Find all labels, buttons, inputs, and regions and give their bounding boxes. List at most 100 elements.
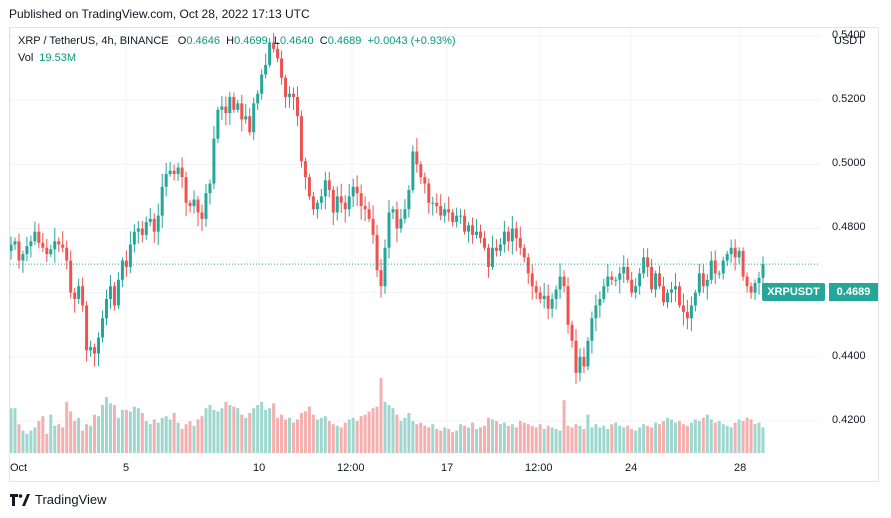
candle-body bbox=[403, 209, 407, 219]
volume-bar bbox=[256, 405, 260, 453]
candle-body bbox=[343, 202, 347, 210]
price-tick-label: 0.4800 bbox=[832, 221, 866, 234]
volume-bar bbox=[713, 422, 717, 453]
candle-body bbox=[168, 170, 172, 174]
published-caption: Published on TradingView.com, Oct 28, 20… bbox=[9, 7, 310, 21]
volume-bar bbox=[482, 425, 486, 453]
candle-body bbox=[216, 109, 220, 139]
candle-body bbox=[323, 180, 327, 197]
volume-bar bbox=[411, 421, 415, 453]
price-tick-label: 0.5200 bbox=[832, 93, 866, 106]
volume-bar bbox=[673, 422, 677, 453]
candle-body bbox=[439, 206, 443, 216]
volume-bar bbox=[407, 413, 411, 453]
volume-bar bbox=[216, 411, 220, 453]
candle-body bbox=[248, 116, 252, 133]
volume-bar bbox=[709, 419, 713, 453]
volume-bar bbox=[232, 406, 236, 453]
candle-body bbox=[753, 283, 757, 293]
volume-bar bbox=[542, 429, 546, 453]
candle-body bbox=[25, 246, 29, 255]
volume-bar bbox=[148, 424, 152, 453]
volume-bar bbox=[459, 424, 463, 453]
candle-body bbox=[13, 241, 17, 245]
volume-bar bbox=[526, 424, 530, 453]
volume-bar bbox=[319, 417, 323, 453]
volume-bar bbox=[295, 419, 299, 453]
time-tick-label: 12:00 bbox=[525, 462, 553, 474]
candle-body bbox=[419, 164, 423, 178]
candle-body bbox=[128, 244, 132, 267]
volume-bar bbox=[240, 414, 244, 453]
volume-bar bbox=[582, 429, 586, 453]
candle-body bbox=[268, 42, 272, 65]
candle-body bbox=[319, 196, 323, 203]
volume-bar bbox=[745, 417, 749, 453]
candle-body bbox=[602, 286, 606, 300]
time-tick-label: 5 bbox=[123, 462, 130, 474]
volume-bar bbox=[77, 417, 81, 453]
volume-bar bbox=[546, 425, 550, 453]
volume-bar bbox=[514, 427, 518, 453]
candle-body bbox=[562, 276, 566, 287]
candle-body bbox=[339, 196, 343, 203]
volume-bar bbox=[49, 414, 53, 453]
volume-bar bbox=[463, 425, 467, 453]
volume-bar bbox=[327, 421, 331, 453]
volume-bar bbox=[741, 421, 745, 453]
volume-bar bbox=[646, 425, 650, 453]
volume-bar bbox=[124, 409, 128, 453]
price-tick-label: 0.5400 bbox=[832, 29, 866, 42]
volume-bar bbox=[590, 427, 594, 453]
candle-body bbox=[737, 250, 741, 258]
candle-body bbox=[132, 231, 136, 245]
candle-body bbox=[455, 215, 459, 223]
volume-bar bbox=[116, 417, 120, 453]
candle-body bbox=[502, 231, 506, 245]
candle-body bbox=[729, 247, 733, 255]
candle-body bbox=[681, 305, 685, 312]
candle-body bbox=[705, 279, 709, 287]
volume-bar bbox=[602, 425, 606, 453]
volume-bar bbox=[196, 419, 200, 453]
volume-bar bbox=[152, 419, 156, 453]
volume-bar bbox=[471, 422, 475, 453]
volume-bar bbox=[172, 413, 176, 453]
open-label: O bbox=[177, 35, 187, 47]
candle-body bbox=[642, 257, 646, 274]
candle-body bbox=[276, 48, 280, 59]
close-value: 0.4689 bbox=[327, 35, 362, 47]
candle-body bbox=[411, 151, 415, 190]
candle-body bbox=[61, 244, 65, 248]
candle-body bbox=[745, 276, 749, 287]
candle-body bbox=[148, 218, 152, 223]
candle-body bbox=[315, 202, 319, 210]
candle-body bbox=[666, 292, 670, 303]
candlestick-chart[interactable] bbox=[10, 28, 878, 481]
volume-value: 19.53M bbox=[39, 52, 76, 64]
candle-body bbox=[295, 96, 299, 117]
volume-bar bbox=[128, 411, 132, 453]
volume-bar bbox=[112, 405, 116, 453]
volume-bar bbox=[236, 408, 240, 453]
volume-bar bbox=[264, 409, 268, 453]
volume-bar bbox=[419, 422, 423, 453]
volume-bar bbox=[101, 405, 105, 453]
candle-body bbox=[733, 247, 737, 258]
volume-bar bbox=[375, 406, 379, 453]
volume-bar bbox=[208, 405, 212, 453]
candle-body bbox=[73, 292, 77, 300]
volume-bar bbox=[689, 422, 693, 453]
low-value: 0.4640 bbox=[279, 35, 314, 47]
volume-bar bbox=[614, 422, 618, 453]
candle-body bbox=[104, 299, 108, 319]
volume-bar bbox=[200, 416, 204, 453]
candle-body bbox=[423, 177, 427, 184]
brand-label: TradingView bbox=[35, 492, 107, 507]
volume-legend: Vol 19.53M bbox=[18, 52, 76, 64]
candle-body bbox=[21, 254, 25, 261]
volume-bar bbox=[554, 429, 558, 453]
tradingview-logo[interactable]: TradingView bbox=[10, 492, 107, 507]
volume-bar bbox=[268, 408, 272, 453]
symbol-info: XRP / TetherUS, 4h, BINANCE bbox=[18, 35, 169, 47]
